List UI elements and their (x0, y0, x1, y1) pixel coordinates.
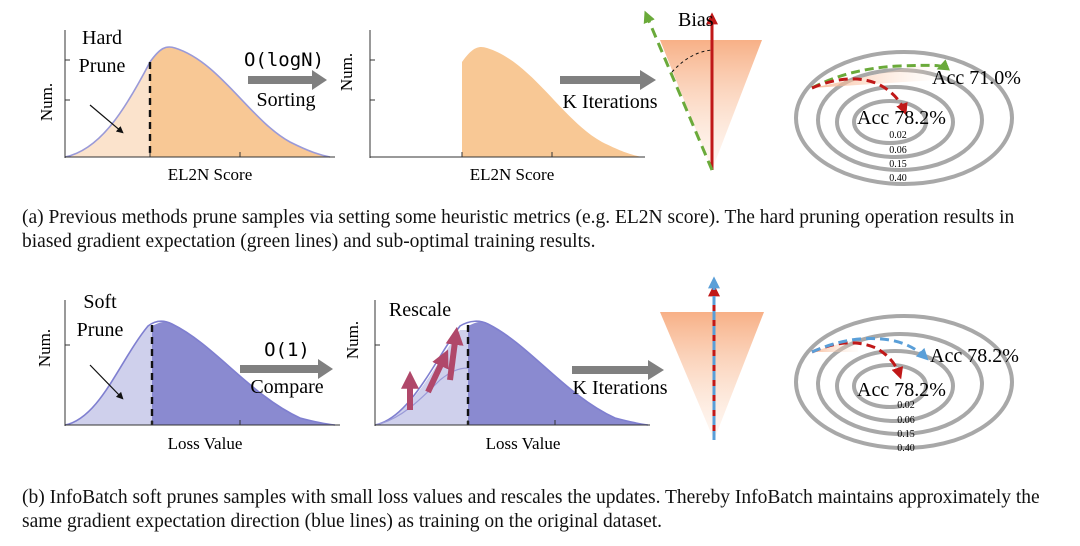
rescaled-curve (374, 320, 649, 426)
green-trajectory (811, 59, 951, 90)
bottom-ylabel: Num. (35, 329, 54, 367)
top-sorted-region (462, 46, 642, 157)
bottom-plot-rescale: Num. Loss Value Rescale (343, 299, 650, 453)
bias-angle-arc (671, 49, 713, 73)
contour-level: 0.02 (897, 400, 915, 411)
gray-arrow (240, 359, 333, 379)
contour-ring (816, 332, 984, 436)
bottom-contour-plot: Acc 78.2% Acc 78.2% 0.02 0.06 0.15 0.40 (794, 314, 1019, 454)
prune-label: Prune (77, 319, 124, 341)
bottom-iterations-arrow: K Iterations (572, 360, 668, 399)
contour-ring (794, 50, 1014, 186)
gray-arrow (572, 360, 664, 380)
contour-level: 0.40 (889, 173, 907, 184)
acc-green-label: Acc 71.0% (932, 67, 1021, 89)
compare-label: Compare (250, 376, 323, 398)
contour-level: 0.15 (889, 159, 907, 170)
contour-ring (835, 85, 955, 159)
contour-ring (852, 99, 928, 145)
contour-level: 0.40 (897, 443, 915, 454)
top-xlabel: EL2N Score (168, 165, 253, 184)
rescaled-kept-region (468, 321, 648, 425)
top-contour-plot: Acc 71.0% Acc 78.2% 0.02 0.06 0.15 0.40 (794, 50, 1021, 186)
bottom2-xlabel: Loss Value (486, 434, 561, 453)
caption-a: (a) Previous methods prune samples via s… (22, 207, 1015, 252)
sorting-label: Sorting (257, 89, 316, 111)
bottom-gradient-cone (660, 276, 764, 440)
contour-level: 0.06 (897, 415, 915, 426)
top-gradient-cone: Bias (643, 9, 762, 171)
bottom-pruned-region (65, 326, 152, 425)
sorting-complexity: O(logN) (244, 49, 324, 71)
gray-arrow (248, 70, 327, 90)
top-kept-region (150, 46, 330, 157)
compare-complexity: O(1) (264, 339, 310, 361)
red-trajectory (811, 77, 908, 116)
contour-ring (852, 363, 928, 409)
top-ylabel: Num. (37, 83, 56, 121)
rescale-arrow (425, 349, 449, 394)
bottom-plot-soft-prune: Num. Loss Value Soft Prune (35, 291, 340, 453)
contour-level: 0.02 (889, 130, 907, 141)
contour-level: 0.06 (889, 145, 907, 156)
cone-shade (660, 312, 764, 440)
bias-label: Bias (678, 9, 714, 31)
acc-red-label: Acc 78.2% (857, 379, 946, 401)
top2-ylabel: Num. (337, 53, 356, 91)
blue-trajectory (811, 337, 929, 361)
biased-gradient-arrow (643, 10, 714, 171)
contour-ring (794, 314, 1014, 450)
bottom-distribution-curve (64, 320, 336, 426)
soft-label: Soft (83, 291, 117, 313)
top-prune-pointer-arrow (89, 104, 124, 134)
iterations-label: K Iterations (563, 91, 658, 113)
hard-label: Hard (82, 27, 122, 49)
prune-label: Prune (79, 55, 126, 77)
bottom2-ylabel: Num. (343, 321, 362, 359)
rescale-label: Rescale (389, 299, 451, 321)
bottom-xlabel: Loss Value (168, 434, 243, 453)
gray-arrow (560, 70, 656, 90)
rescale-arrow (445, 326, 464, 381)
acc-blue-label: Acc 78.2% (930, 345, 1019, 367)
bottom-prune-pointer-arrow (89, 364, 124, 400)
acc-red-label: Acc 78.2% (857, 107, 946, 129)
contour-level: 0.15 (897, 429, 915, 440)
bottom-kept-region (152, 321, 335, 425)
top-pruned-region (65, 62, 150, 157)
iterations-label: K Iterations (573, 377, 668, 399)
top-plot-hard-prune: Num. EL2N Score Hard Prune (37, 27, 335, 184)
contour-wedge (812, 62, 935, 88)
caption-b: (b) InfoBatch soft prunes samples with s… (22, 487, 1040, 532)
bottom-compare-arrow: O(1) Compare (240, 339, 333, 398)
top-iterations-arrow: K Iterations (560, 70, 658, 113)
top2-xlabel: EL2N Score (470, 165, 555, 184)
top-plot-sorted: Num. EL2N Score (337, 30, 645, 184)
top-sorting-arrow: O(logN) Sorting (244, 49, 327, 111)
original-small-curve (374, 367, 469, 426)
contour-ring (835, 349, 955, 423)
top-distribution-curve (64, 46, 331, 158)
